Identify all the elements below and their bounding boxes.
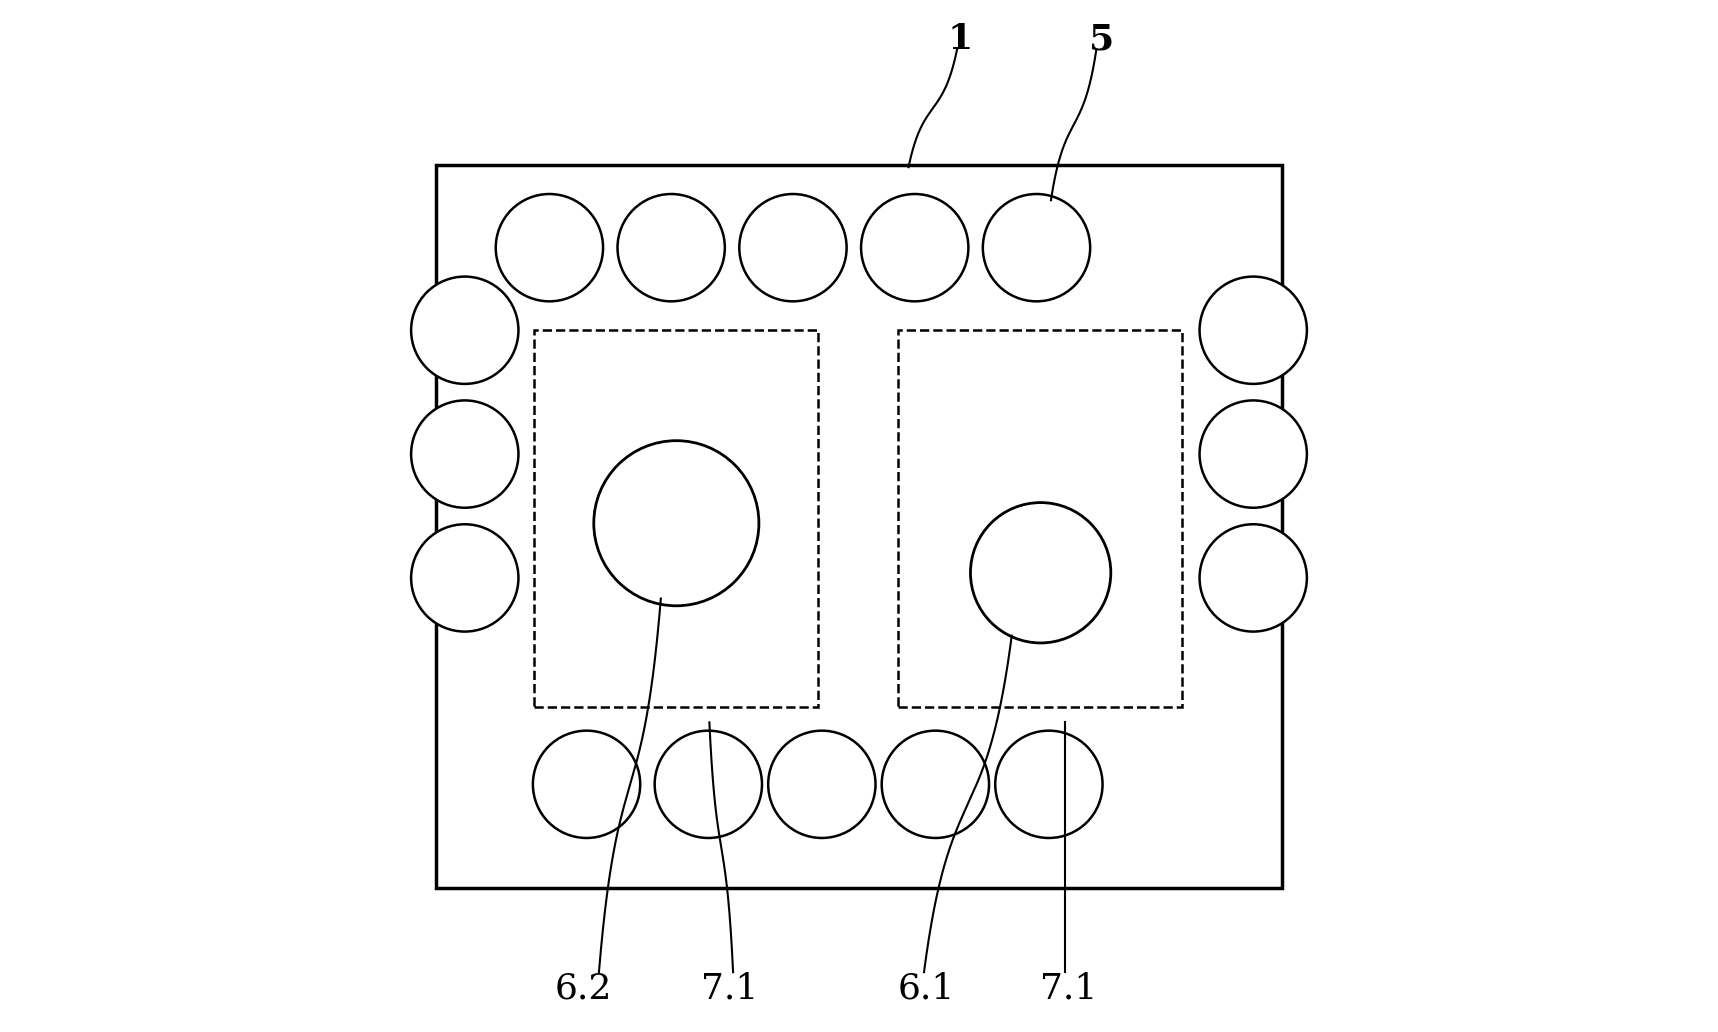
Circle shape bbox=[497, 194, 603, 301]
Circle shape bbox=[594, 441, 759, 606]
Circle shape bbox=[617, 194, 725, 301]
Circle shape bbox=[411, 400, 519, 508]
Text: 1: 1 bbox=[948, 23, 972, 56]
Bar bbox=[534, 330, 818, 707]
Text: 6.2: 6.2 bbox=[555, 972, 612, 1005]
Text: 7.1: 7.1 bbox=[1039, 972, 1098, 1005]
Text: 6.1: 6.1 bbox=[897, 972, 955, 1005]
Circle shape bbox=[739, 194, 847, 301]
Circle shape bbox=[1199, 277, 1307, 384]
Circle shape bbox=[768, 731, 876, 838]
Circle shape bbox=[995, 731, 1103, 838]
Text: 5: 5 bbox=[1089, 23, 1115, 56]
Circle shape bbox=[411, 277, 519, 384]
Text: 7.1: 7.1 bbox=[701, 972, 759, 1005]
Circle shape bbox=[655, 731, 763, 838]
Bar bbox=[436, 165, 1282, 888]
Bar bbox=[899, 330, 1182, 707]
Circle shape bbox=[411, 524, 519, 632]
Circle shape bbox=[983, 194, 1091, 301]
Circle shape bbox=[861, 194, 969, 301]
Circle shape bbox=[1199, 524, 1307, 632]
Circle shape bbox=[881, 731, 990, 838]
Circle shape bbox=[1199, 400, 1307, 508]
Circle shape bbox=[533, 731, 641, 838]
Circle shape bbox=[971, 503, 1112, 643]
